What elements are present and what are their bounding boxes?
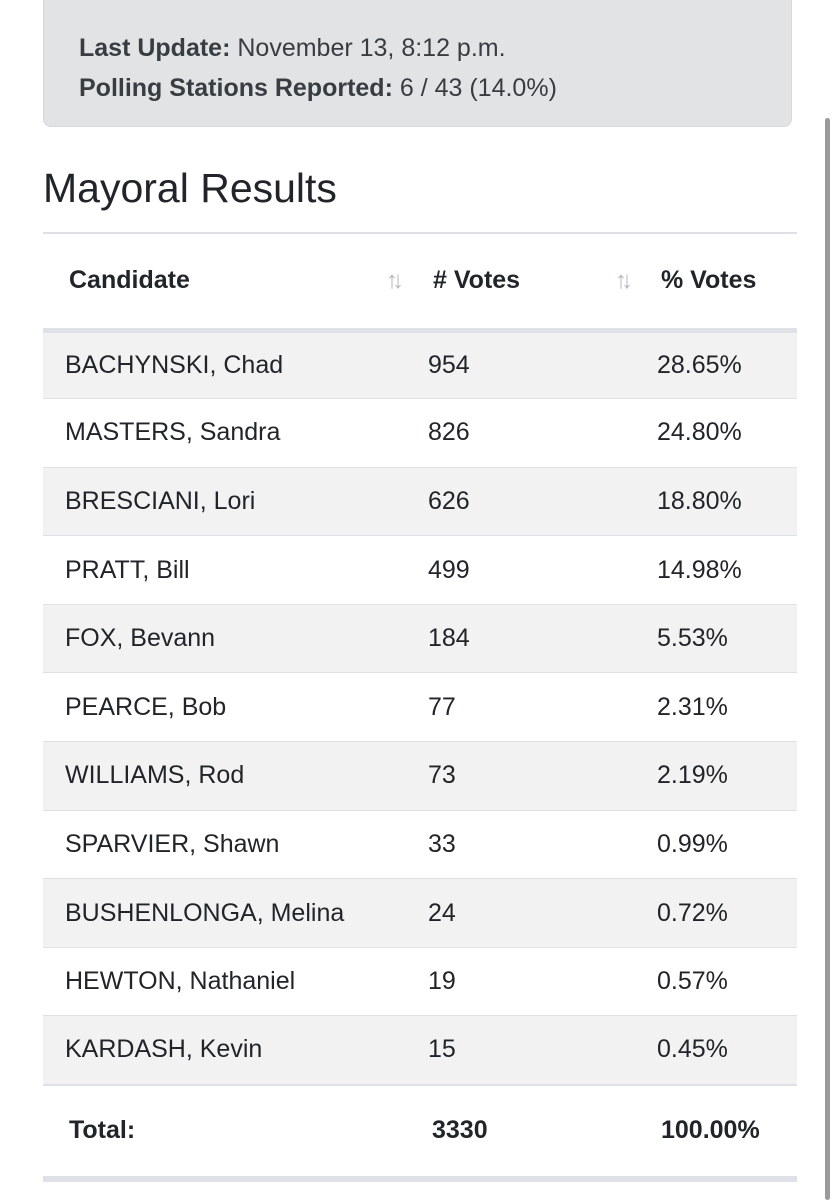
vote-count: 954 — [412, 329, 635, 399]
column-header-candidate-label: Candidate — [69, 266, 190, 295]
status-panel: Last Update: November 13, 8:12 p.m. Poll… — [43, 0, 792, 127]
last-update-label: Last Update: — [79, 34, 231, 62]
column-header-votes-label: # Votes — [433, 266, 521, 295]
vote-percent: 28.65% — [635, 329, 797, 399]
table-row: KARDASH, Kevin 15 0.45% — [43, 1015, 797, 1085]
candidate-name: WILLIAMS, Rod — [43, 741, 412, 811]
vote-percent: 24.80% — [635, 398, 797, 468]
vote-percent: 18.80% — [635, 466, 797, 536]
column-header-candidate[interactable]: Candidate ↑↓ — [43, 232, 412, 333]
table-row: FOX, Bevann 184 5.53% — [43, 603, 797, 673]
sort-arrows-icon[interactable]: ↑↓ — [615, 266, 633, 294]
stations-reported-label: Polling Stations Reported: — [79, 74, 393, 102]
table-row: WILLIAMS, Rod 73 2.19% — [43, 741, 797, 811]
table-row: BRESCIANI, Lori 626 18.80% — [43, 466, 797, 536]
sort-arrows-icon[interactable]: ↑↓ — [386, 266, 404, 294]
candidate-name: PEARCE, Bob — [43, 672, 412, 742]
total-percent: 100.00% — [635, 1083, 797, 1182]
table-row: PRATT, Bill 499 14.98% — [43, 535, 797, 605]
table-row: SPARVIER, Shawn 33 0.99% — [43, 809, 797, 879]
vote-percent: 2.31% — [635, 672, 797, 742]
candidate-name: BACHYNSKI, Chad — [43, 329, 412, 399]
candidate-name: PRATT, Bill — [43, 535, 412, 605]
vote-count: 33 — [412, 809, 635, 879]
vote-percent: 2.19% — [635, 741, 797, 811]
table-row: PEARCE, Bob 77 2.31% — [43, 672, 797, 742]
last-update-value: November 13, 8:12 p.m. — [237, 34, 506, 62]
vote-percent: 0.72% — [635, 878, 797, 948]
table-row: HEWTON, Nathaniel 19 0.57% — [43, 946, 797, 1016]
vote-count: 499 — [412, 535, 635, 605]
total-row: Total: 3330 100.00% — [43, 1083, 797, 1182]
table-row: MASTERS, Sandra 826 24.80% — [43, 398, 797, 468]
candidate-name: SPARVIER, Shawn — [43, 809, 412, 879]
vote-count: 15 — [412, 1015, 635, 1085]
vote-count: 24 — [412, 878, 635, 948]
results-body: BACHYNSKI, Chad 954 28.65% MASTERS, Sandra 8… — [43, 329, 797, 1085]
column-header-percent-label: % Votes — [661, 266, 757, 295]
table-row: BUSHENLONGA, Melina 24 0.72% — [43, 878, 797, 948]
candidate-name: BRESCIANI, Lori — [43, 466, 412, 536]
candidate-name: MASTERS, Sandra — [43, 398, 412, 468]
vote-count: 626 — [412, 466, 635, 536]
total-votes: 3330 — [412, 1083, 635, 1182]
total-label: Total: — [43, 1083, 412, 1182]
table-header-row: Candidate ↑↓ # Votes ↑↓ % Votes — [43, 232, 797, 333]
last-update-line: Last Update: November 13, 8:12 p.m. — [79, 28, 791, 68]
vote-percent: 0.45% — [635, 1015, 797, 1085]
vote-percent: 0.99% — [635, 809, 797, 879]
page-scrollbar[interactable] — [825, 118, 830, 1200]
stations-reported-value: 6 / 43 (14.0%) — [399, 74, 557, 102]
page-title: Mayoral Results — [43, 165, 337, 211]
vote-count: 77 — [412, 672, 635, 742]
column-header-percent: % Votes — [635, 232, 797, 333]
vote-percent: 0.57% — [635, 946, 797, 1016]
candidate-name: BUSHENLONGA, Melina — [43, 878, 412, 948]
results-table: Candidate ↑↓ # Votes ↑↓ % Votes BACHYNSK… — [43, 232, 797, 1182]
vote-count: 184 — [412, 603, 635, 673]
vote-percent: 14.98% — [635, 535, 797, 605]
candidate-name: FOX, Bevann — [43, 603, 412, 673]
stations-reported-line: Polling Stations Reported: 6 / 43 (14.0%… — [79, 68, 791, 108]
candidate-name: KARDASH, Kevin — [43, 1015, 412, 1085]
column-header-votes[interactable]: # Votes ↑↓ — [412, 232, 635, 333]
vote-count: 73 — [412, 741, 635, 811]
vote-percent: 5.53% — [635, 603, 797, 673]
vote-count: 826 — [412, 398, 635, 468]
table-row: BACHYNSKI, Chad 954 28.65% — [43, 329, 797, 399]
candidate-name: HEWTON, Nathaniel — [43, 946, 412, 1016]
vote-count: 19 — [412, 946, 635, 1016]
